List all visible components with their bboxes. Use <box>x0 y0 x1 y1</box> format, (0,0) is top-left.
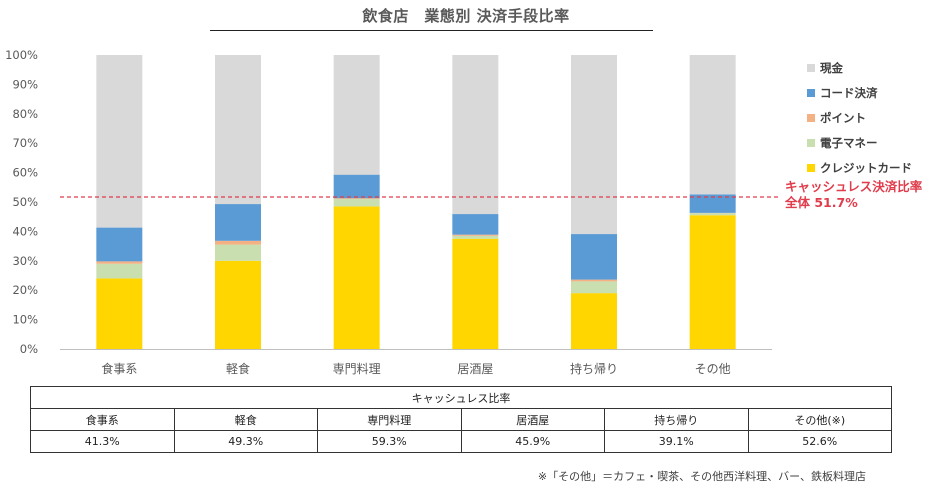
bar-segment <box>96 261 143 264</box>
x-tick-label: 居酒屋 <box>457 362 493 376</box>
bar-segment <box>215 55 261 205</box>
table-column-header: その他(※) <box>747 408 892 431</box>
bar-segment <box>96 227 143 262</box>
table-column-header: 持ち帰り <box>604 408 749 431</box>
table-cell: 39.1% <box>604 430 749 453</box>
table-cell: 49.3% <box>173 430 318 453</box>
legend-label: コード決済 <box>820 86 878 100</box>
x-tick-label: 食事系 <box>101 361 137 376</box>
x-tick-label: 専門料理 <box>333 362 381 376</box>
bar-segment <box>571 281 617 294</box>
table-cell: 45.9% <box>460 430 605 453</box>
bar-segment <box>571 55 617 235</box>
bar-segment <box>215 240 261 245</box>
bar-segment <box>333 206 380 349</box>
y-tick-label: 70% <box>12 136 38 150</box>
table-column-header: 専門料理 <box>317 408 462 431</box>
y-tick-label: 90% <box>12 77 38 91</box>
y-tick-label: 40% <box>12 224 38 238</box>
reference-line-value-label: 全体 51.7% <box>784 195 858 210</box>
stacked-bar-chart: 0% 10% 20% 30% 40% 50% 60% 70% 80% 90% 100% 食事系 軽食 専… <box>5 48 923 376</box>
y-tick-label: 60% <box>12 166 38 180</box>
bar-segment <box>215 204 261 241</box>
table-value-row: 41.3% 49.3% 59.3% 45.9% 39.1% 52.6% <box>30 430 892 453</box>
legend-swatch <box>807 164 815 172</box>
legend-swatch <box>807 64 815 72</box>
bar-segment <box>96 263 143 279</box>
bar-segment <box>689 213 736 216</box>
reference-line-label: キャッシュレス決済比率 <box>785 179 923 194</box>
y-tick-label: 80% <box>12 107 38 121</box>
bar-segment <box>452 238 499 349</box>
x-tick-label: その他 <box>695 362 731 376</box>
y-tick-label: 50% <box>12 195 38 209</box>
bar-segment <box>333 174 380 199</box>
y-tick-label: 10% <box>12 313 38 327</box>
table-header-row: キャッシュレス比率 <box>30 386 892 409</box>
legend-label: ポイント <box>820 111 866 125</box>
bar-segment <box>452 234 499 236</box>
y-tick-label: 0% <box>20 342 38 356</box>
y-axis: 0% 10% 20% 30% 40% 50% 60% 70% 80% 90% 100% <box>5 48 38 356</box>
legend-label: 現金 <box>820 61 843 75</box>
bar-segment <box>571 279 617 282</box>
legend-swatch <box>807 139 815 147</box>
legend-swatch <box>807 89 815 97</box>
table-header: キャッシュレス比率 <box>30 386 892 409</box>
table-column-header: 居酒屋 <box>460 408 605 431</box>
x-tick-label: 軽食 <box>226 361 250 376</box>
footnote: ※「その他」＝カフェ・喫茶、その他西洋料理、バー、鉄板料理店 <box>537 470 866 483</box>
bar-segment <box>571 293 617 349</box>
bar-segment <box>215 260 261 349</box>
bar-segment <box>333 198 380 200</box>
bar-segment <box>689 194 736 213</box>
table-column-row: 食事系 軽食 専門料理 居酒屋 持ち帰り その他(※) <box>30 408 892 431</box>
bar-segment <box>333 55 380 175</box>
table-cell: 41.3% <box>30 430 175 453</box>
title-underline <box>210 30 653 31</box>
table-column-header: 軽食 <box>173 408 318 431</box>
bar-segment <box>96 55 143 228</box>
legend-swatch <box>807 114 815 122</box>
x-tick-label: 持ち帰り <box>570 361 618 376</box>
bar-segment <box>452 214 499 235</box>
y-tick-label: 30% <box>12 254 38 268</box>
table-column-header: 食事系 <box>30 408 175 431</box>
legend-label: 電子マネー <box>820 136 878 150</box>
y-tick-label: 20% <box>12 283 38 297</box>
bar-segment <box>215 244 261 261</box>
bar-segment <box>452 235 499 239</box>
legend-label: クレジットカード <box>820 161 912 175</box>
cashless-ratio-table: キャッシュレス比率 食事系 軽食 専門料理 居酒屋 持ち帰り その他(※) 41… <box>30 386 892 453</box>
bar-segment <box>571 234 617 280</box>
bar-segment <box>96 278 143 349</box>
bar-segment <box>333 199 380 207</box>
bar-segment <box>689 215 736 349</box>
bar-series-group <box>96 55 736 349</box>
x-axis: 食事系 軽食 専門料理 居酒屋 持ち帰り その他 <box>101 361 730 376</box>
bar-segment <box>689 55 736 195</box>
table-cell: 52.6% <box>747 430 892 453</box>
table-cell: 59.3% <box>317 430 462 453</box>
bar-segment <box>452 55 499 215</box>
y-tick-label: 100% <box>5 48 38 62</box>
chart-title: 飲食店 業態別 決済手段比率 <box>362 7 570 25</box>
